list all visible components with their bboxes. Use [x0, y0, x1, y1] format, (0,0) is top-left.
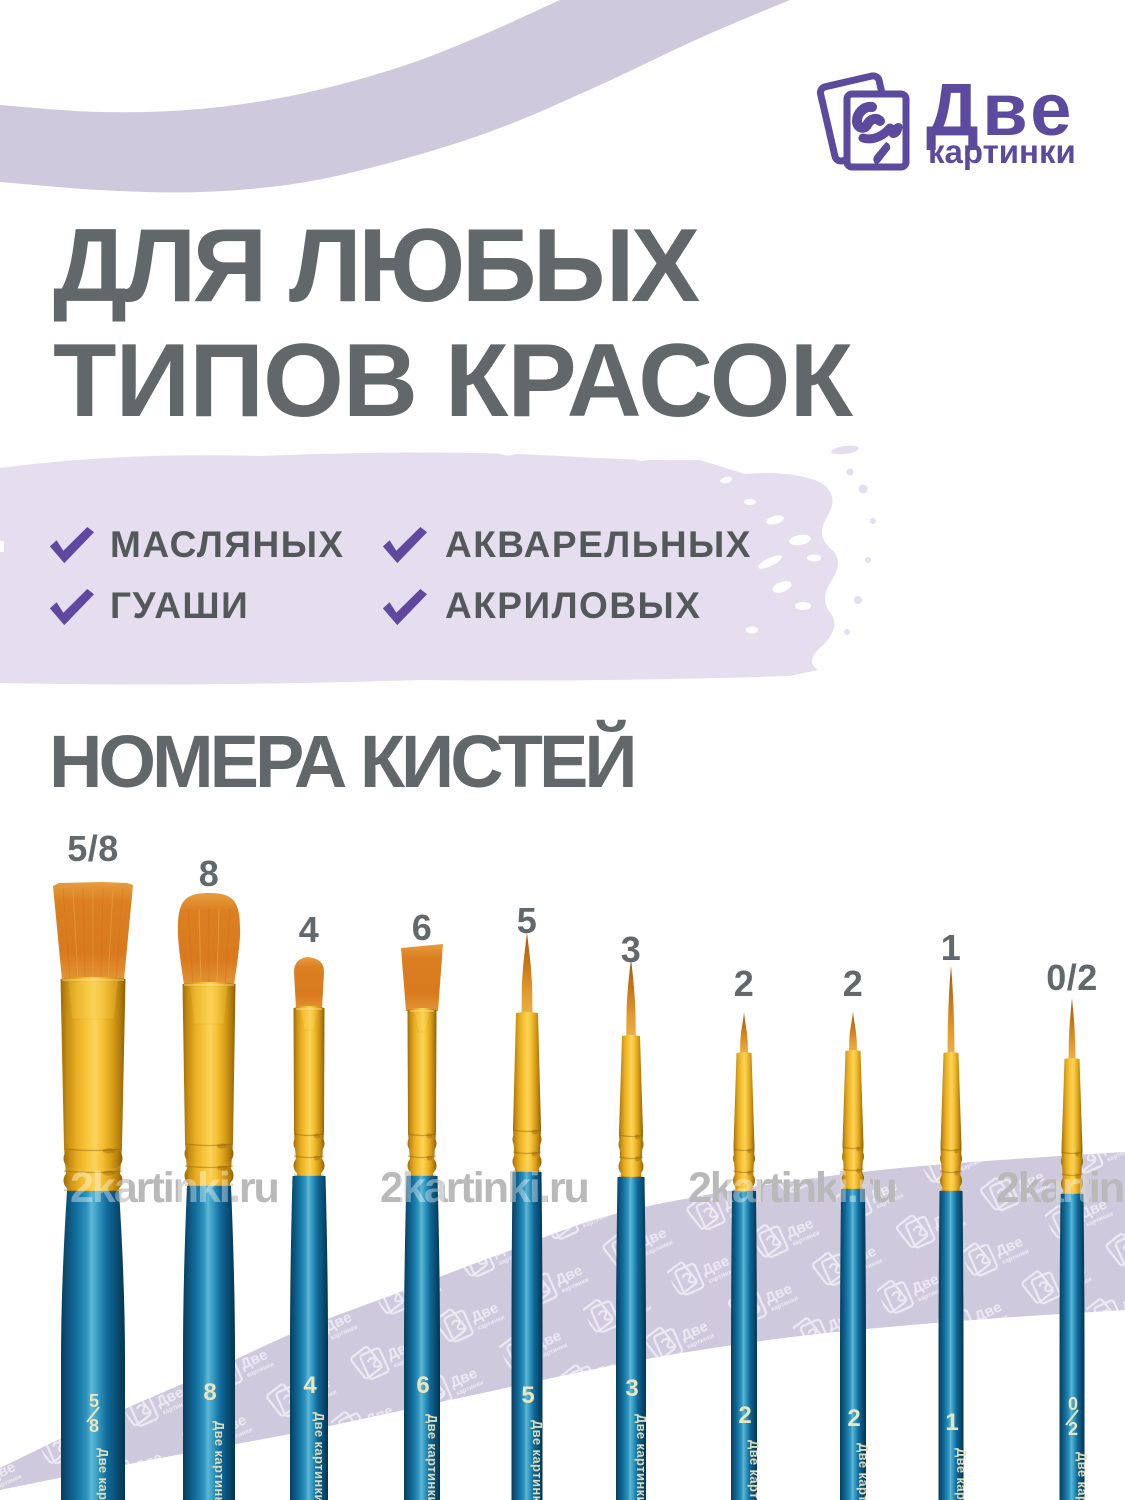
svg-text:Две картинки: Две картинки [312, 1412, 327, 1500]
svg-text:Две картинки: Две картинки [634, 1414, 649, 1500]
svg-text:Две картинки: Две картинки [954, 1448, 969, 1500]
svg-text:4: 4 [303, 1372, 317, 1399]
svg-text:2: 2 [847, 1405, 860, 1432]
svg-text:1: 1 [945, 1409, 958, 1436]
svg-text:Две картинки: Две картинки [1075, 1452, 1090, 1500]
svg-text:2: 2 [1068, 1419, 1078, 1439]
svg-text:3: 3 [625, 1375, 638, 1402]
svg-text:Две картинки: Две картинки [96, 1448, 111, 1500]
svg-text:Две картинки: Две картинки [747, 1440, 762, 1500]
svg-text:2: 2 [738, 1402, 751, 1429]
svg-text:5: 5 [89, 1391, 99, 1411]
svg-text:Две картинки: Две картинки [212, 1421, 227, 1500]
svg-text:6: 6 [416, 1372, 429, 1399]
svg-text:8: 8 [89, 1416, 99, 1436]
svg-text:5: 5 [521, 1382, 534, 1409]
svg-text:0: 0 [1068, 1394, 1078, 1414]
svg-text:8: 8 [203, 1379, 216, 1406]
svg-text:Две картинки: Две картинки [530, 1420, 545, 1500]
svg-text:Две картинки: Две картинки [856, 1443, 871, 1500]
svg-text:Две картинки: Две картинки [425, 1414, 440, 1500]
